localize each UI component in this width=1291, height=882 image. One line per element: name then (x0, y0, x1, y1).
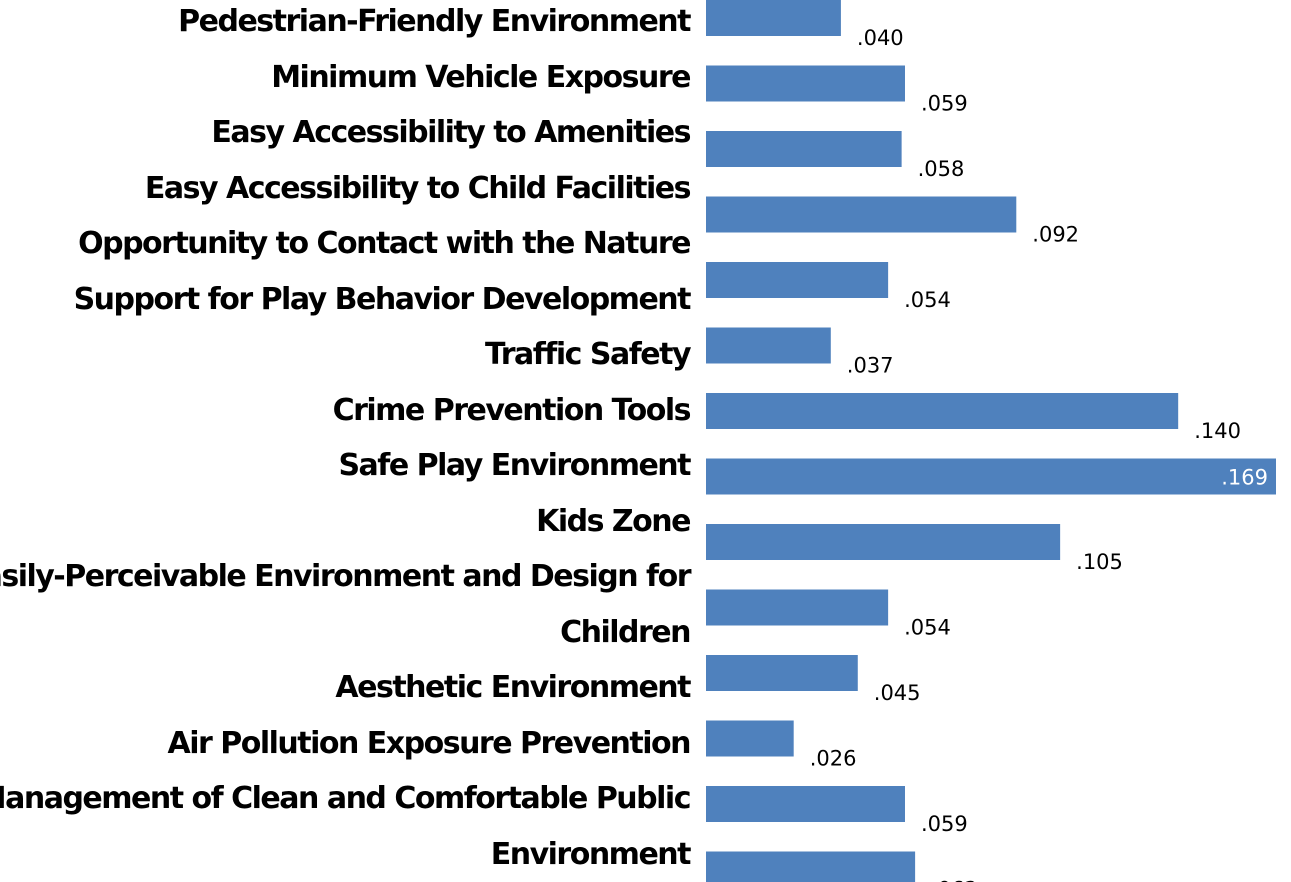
category-label: Environment (490, 836, 692, 872)
category-label: Support for Play Behavior Development (73, 281, 692, 317)
category-label: Aesthetic Environment (335, 670, 691, 705)
data-label: .045 (874, 681, 921, 705)
category-label: Traffic Safety (485, 337, 691, 372)
category-label: Kids Zone (536, 503, 691, 539)
bar (706, 65, 905, 102)
category-labels: Pedestrian-Friendly Environment Minimum V… (0, 4, 692, 872)
bar (706, 131, 902, 167)
bar (706, 327, 831, 364)
category-label: Children (560, 614, 691, 650)
data-label: .037 (847, 354, 894, 378)
data-label: .026 (810, 747, 857, 771)
bar (706, 458, 1276, 495)
bar (706, 786, 905, 822)
data-label: .105 (1076, 550, 1123, 574)
bar (706, 524, 1061, 560)
category-label: Management of Clean and Comfortable Publ… (0, 781, 692, 816)
bar (706, 262, 889, 298)
bar (706, 851, 916, 882)
bar (706, 196, 1017, 233)
data-label: .040 (857, 26, 904, 50)
category-label: Air Pollution Exposure Prevention (167, 725, 691, 761)
data-label: .054 (904, 616, 951, 640)
category-label: Easily-Perceivable Environment and Desig… (0, 559, 692, 594)
data-label: .140 (1194, 419, 1241, 443)
category-label: Pedestrian-Friendly Environment (178, 4, 691, 39)
data-label: .059 (921, 812, 968, 836)
category-label: Crime Prevention Tools (332, 392, 692, 428)
data-label: .058 (918, 157, 965, 181)
bar (706, 393, 1179, 429)
bar (706, 655, 858, 691)
category-label: Opportunity to Contact with the Nature (78, 226, 691, 261)
category-label: Easy Accessibility to Child Facilities (144, 170, 692, 206)
data-label: .059 (921, 92, 968, 116)
bar (706, 720, 794, 757)
bar (706, 0, 841, 36)
category-label: Easy Accessibility to Amenities (211, 115, 691, 150)
data-label: .169 (1221, 466, 1268, 490)
category-label: Minimum Vehicle Exposure (271, 59, 691, 95)
data-label: .062 (931, 878, 978, 882)
data-label: .092 (1032, 223, 1079, 247)
category-label: Safe Play Environment (338, 448, 691, 483)
data-label: .054 (904, 288, 951, 312)
bar (706, 589, 889, 626)
